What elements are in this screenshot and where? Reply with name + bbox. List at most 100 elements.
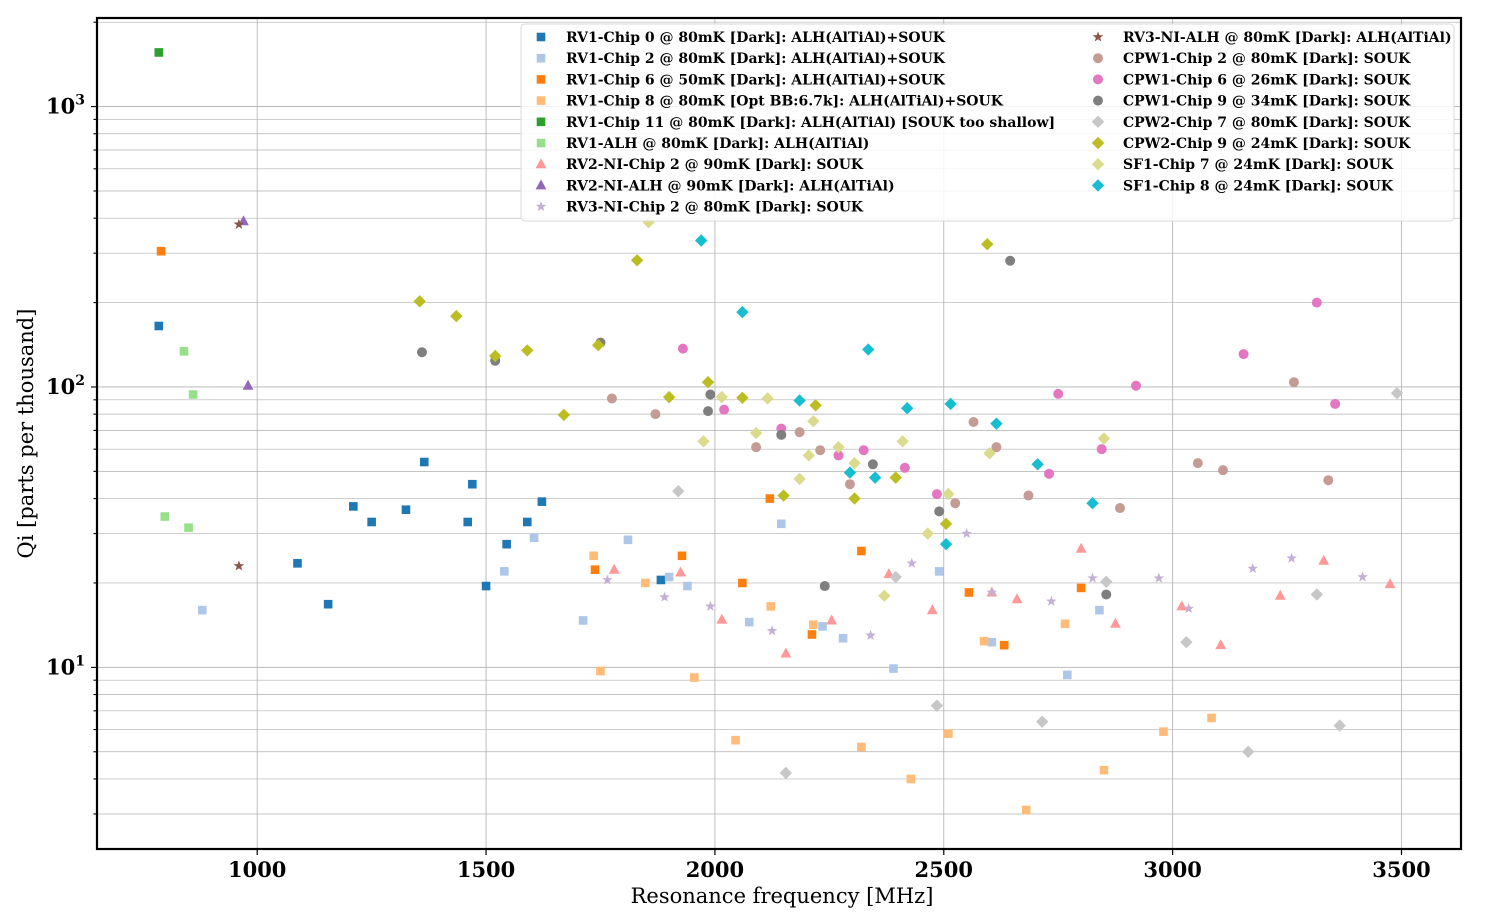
data-point xyxy=(794,427,805,438)
data-point xyxy=(1035,715,1049,728)
data-point xyxy=(1101,589,1112,600)
data-point xyxy=(809,620,818,629)
data-point xyxy=(705,600,716,611)
data-point xyxy=(1110,617,1121,628)
legend-marker xyxy=(536,75,546,84)
series-14 xyxy=(413,238,994,531)
legend-label: SF1-Chip 7 @ 24mK [Dark]: SOUK xyxy=(1123,157,1394,173)
data-point xyxy=(1023,490,1034,501)
data-point xyxy=(807,630,817,639)
data-point xyxy=(197,605,207,615)
data-point xyxy=(1323,475,1334,486)
data-point xyxy=(1288,377,1299,388)
data-point xyxy=(999,640,1009,650)
data-point xyxy=(1215,639,1227,650)
x-axis: 1000 1500 2000 2500 3000 3500 xyxy=(228,849,1431,882)
data-point xyxy=(1357,571,1368,582)
legend-marker xyxy=(1091,115,1105,128)
legend-label: RV3-NI-Chip 2 @ 80mK [Dark]: SOUK xyxy=(566,200,864,216)
data-point xyxy=(450,309,463,323)
data-point xyxy=(1384,578,1396,589)
data-point xyxy=(765,494,775,503)
legend-item: CPW1-Chip 2 @ 80mK [Dark]: SOUK xyxy=(1093,51,1411,67)
data-point xyxy=(964,588,974,597)
data-point xyxy=(857,742,866,752)
y-axis: 101 102 103 xyxy=(46,21,97,815)
data-point xyxy=(1100,575,1113,588)
series-4 xyxy=(154,48,164,57)
data-point xyxy=(738,578,747,588)
legend-label: RV3-NI-ALH @ 80mK [Dark]: ALH(AlTiAl) xyxy=(1123,30,1452,46)
legend-item: SF1-Chip 8 @ 24mK [Dark]: SOUK xyxy=(1091,178,1394,194)
data-point xyxy=(862,343,875,356)
y-tick-label: 101 xyxy=(46,653,85,679)
data-point xyxy=(987,637,997,647)
legend-item: CPW1-Chip 6 @ 26mK [Dark]: SOUK xyxy=(1093,72,1411,88)
legend-box xyxy=(520,23,1455,222)
data-point xyxy=(690,673,699,682)
legend-item: CPW1-Chip 9 @ 34mK [Dark]: SOUK xyxy=(1093,94,1411,110)
data-point xyxy=(942,487,955,501)
data-point xyxy=(899,462,910,473)
data-point xyxy=(777,489,790,502)
data-point xyxy=(1097,432,1111,445)
data-point xyxy=(776,519,786,529)
data-point xyxy=(838,633,848,643)
legend-label: CPW2-Chip 9 @ 24mK [Dark]: SOUK xyxy=(1123,136,1411,152)
data-point xyxy=(961,527,972,539)
data-point xyxy=(736,305,749,319)
data-point xyxy=(906,557,918,568)
data-point xyxy=(950,498,961,509)
legend-item: RV1-Chip 11 @ 80mK [Dark]: ALH(AlTiAl) [… xyxy=(536,115,1055,131)
data-point xyxy=(991,442,1002,453)
data-point xyxy=(1131,380,1142,391)
series-16 xyxy=(694,234,1099,551)
data-point xyxy=(154,321,164,331)
data-point xyxy=(766,602,776,611)
data-point xyxy=(793,472,806,486)
data-point xyxy=(1310,588,1324,601)
data-point xyxy=(818,622,827,631)
series-8 xyxy=(602,527,1368,640)
legend-marker xyxy=(1093,53,1103,64)
data-point xyxy=(592,338,605,352)
data-point xyxy=(1005,255,1016,266)
legend-marker xyxy=(535,201,547,212)
data-point xyxy=(179,347,189,356)
data-point xyxy=(1095,605,1104,615)
data-point xyxy=(889,570,902,584)
data-point xyxy=(990,417,1003,430)
legend-label: CPW1-Chip 9 @ 34mK [Dark]: SOUK xyxy=(1123,94,1411,110)
data-point xyxy=(1096,444,1107,455)
legend-marker xyxy=(535,158,547,169)
data-point xyxy=(749,426,763,440)
series-12 xyxy=(416,255,1112,600)
data-point xyxy=(156,246,166,256)
data-point xyxy=(233,560,245,571)
data-point xyxy=(1274,589,1286,600)
legend-marker xyxy=(536,138,546,148)
data-point xyxy=(1086,497,1099,510)
data-point xyxy=(529,533,539,543)
data-point xyxy=(623,535,633,545)
data-point xyxy=(1318,554,1330,565)
data-point xyxy=(242,379,254,390)
data-point xyxy=(868,471,882,484)
data-point xyxy=(1115,503,1125,514)
data-point xyxy=(349,502,358,511)
data-point xyxy=(1159,727,1168,736)
data-point xyxy=(521,344,534,357)
data-point xyxy=(701,376,715,389)
data-point xyxy=(419,457,429,467)
legend-marker xyxy=(536,53,546,63)
data-point xyxy=(939,537,953,551)
data-point xyxy=(1192,458,1203,469)
data-point xyxy=(1286,552,1297,563)
data-point xyxy=(1063,670,1072,680)
data-point xyxy=(889,471,902,484)
legend-label: SF1-Chip 8 @ 24mK [Dark]: SOUK xyxy=(1123,178,1394,194)
data-point xyxy=(1180,635,1193,649)
legend-item: RV2-NI-ALH @ 90mK [Dark]: ALH(AlTiAl) xyxy=(535,178,895,194)
data-point xyxy=(716,613,728,624)
data-point xyxy=(926,604,938,615)
